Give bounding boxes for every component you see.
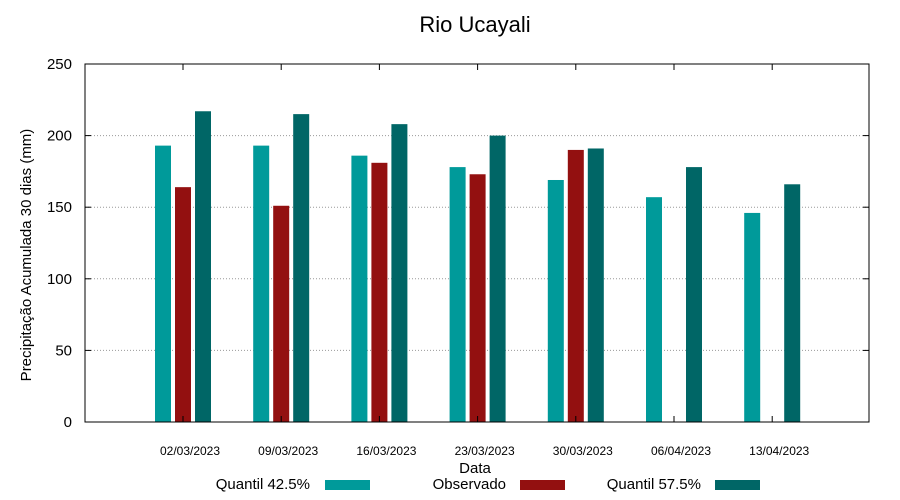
x-tick-label: 09/03/2023 xyxy=(258,444,318,458)
legend-swatch xyxy=(325,480,370,490)
y-tick-label: 200 xyxy=(47,128,72,145)
x-tick-label: 16/03/2023 xyxy=(356,444,416,458)
x-tick-label: 02/03/2023 xyxy=(160,444,220,458)
x-tick-label: 30/03/2023 xyxy=(553,444,613,458)
x-tick-label: 23/03/2023 xyxy=(455,444,515,458)
bar xyxy=(469,174,486,422)
legend-swatch xyxy=(520,480,565,490)
chart-title: Rio Ucayali xyxy=(419,12,530,37)
bar xyxy=(273,205,290,422)
bar xyxy=(547,179,564,422)
bar xyxy=(293,114,310,423)
x-tick-label: 13/04/2023 xyxy=(749,444,809,458)
y-tick-label: 50 xyxy=(55,342,72,359)
bar xyxy=(489,135,506,422)
y-tick-label: 100 xyxy=(47,271,72,288)
legend-label: Quantil 57.5% xyxy=(607,476,701,493)
bar xyxy=(567,149,584,423)
x-axis-ticks: 02/03/2023 09/03/2023 16/03/2023 23/03/2023… xyxy=(160,64,810,458)
legend: Quantil 42.5% Observado Quantil 57.5% xyxy=(216,476,760,493)
bar xyxy=(646,197,662,422)
bar xyxy=(784,184,801,422)
bar xyxy=(391,124,408,423)
bar xyxy=(155,145,171,422)
bar xyxy=(195,111,211,423)
bar xyxy=(449,167,466,422)
y-axis-ticks: 0 50 100 150 200 250 xyxy=(47,56,869,431)
legend-swatch xyxy=(715,480,760,490)
plot-area-frame xyxy=(84,63,870,423)
x-axis-label: Data xyxy=(459,460,491,477)
y-tick-label: 250 xyxy=(47,56,72,73)
y-axis-label: Precipitação Acumulada 30 dias (mm) xyxy=(18,129,35,382)
bar xyxy=(686,167,702,422)
y-tick-label: 0 xyxy=(64,414,72,431)
legend-label: Observado xyxy=(433,476,506,493)
legend-label: Quantil 42.5% xyxy=(216,476,310,493)
bar xyxy=(744,212,761,422)
y-tick-label: 150 xyxy=(47,199,72,216)
bars xyxy=(155,111,801,423)
x-tick-label: 06/04/2023 xyxy=(651,444,711,458)
bar xyxy=(587,148,604,422)
bar xyxy=(175,187,191,422)
bar xyxy=(371,162,388,423)
bar xyxy=(351,155,368,422)
bar xyxy=(253,145,270,422)
